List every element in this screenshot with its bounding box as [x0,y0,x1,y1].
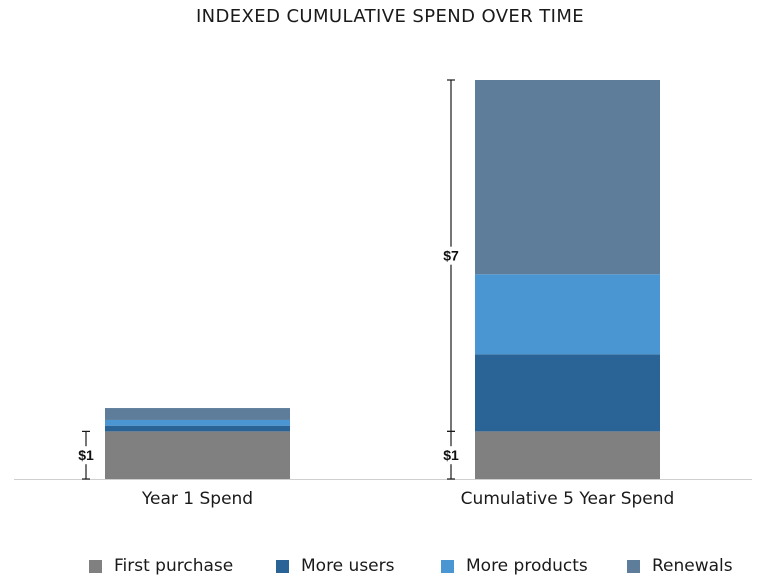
chart-legend: First purchase More users More products … [0,555,780,577]
legend-item-renewals: Renewals [627,555,733,577]
bracket-1-label-bg [440,446,462,465]
legend-label-more-users: More users [301,556,395,576]
legend-label-first-purchase: First purchase [114,556,234,576]
bracket-2-label-bg [440,246,462,265]
legend-swatch-renewals [627,559,640,573]
chart-title: INDEXED CUMULATIVE SPEND OVER TIME [195,6,585,27]
bar-cumulative-5-year-spend-first-purchase [475,431,660,479]
bar-cumulative-5-year-spend-more-products [475,274,660,355]
x-tick-label-cumulative-5-year-spend: Cumulative 5 Year Spend [461,489,675,509]
bar-cumulative-5-year-spend-renewals [475,80,660,275]
legend-item-first-purchase: First purchase [89,555,233,577]
legend-item-more-users: More users [276,555,394,577]
bar-year-1-spend-first-purchase [105,431,290,479]
legend-label-renewals: Renewals [652,556,733,576]
annotation-label-0: $1 [78,447,94,463]
bar-year-1-spend-more-users [105,425,290,432]
bar-cumulative-5-year-spend-more-users [475,354,660,432]
x-tick-label-year-1-spend: Year 1 Spend [141,489,253,509]
annotation-label-2: $7 [443,248,459,264]
legend-swatch-more-users [276,559,289,573]
legend-item-more-products: More products [441,555,588,577]
legend-swatch-first-purchase [89,559,102,573]
annotation-label-1: $1 [443,447,459,463]
bracket-0-label-bg [75,446,97,465]
bar-year-1-spend-more-products [105,419,290,426]
legend-label-more-products: More products [466,556,588,576]
chart-plot: Year 1 Spend Cumulative 5 Year Spend $1 $1 $… [14,79,752,509]
legend-swatch-more-products [441,559,454,573]
bar-year-1-spend-renewals [105,408,290,420]
